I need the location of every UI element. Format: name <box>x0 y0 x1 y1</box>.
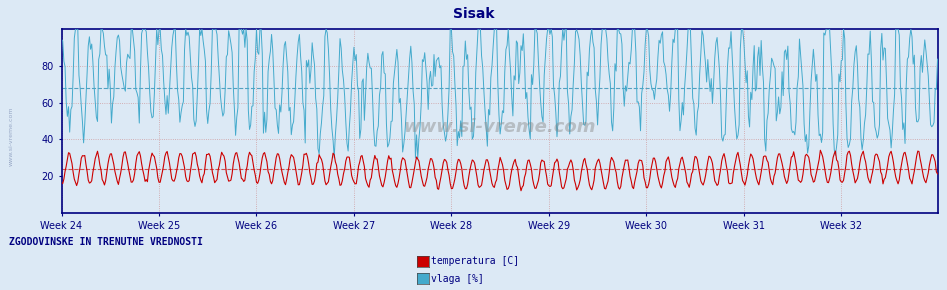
Text: temperatura [C]: temperatura [C] <box>431 256 519 266</box>
Text: vlaga [%]: vlaga [%] <box>431 274 484 284</box>
Text: ZGODOVINSKE IN TRENUTNE VREDNOSTI: ZGODOVINSKE IN TRENUTNE VREDNOSTI <box>9 237 204 247</box>
Text: www.si-vreme.com: www.si-vreme.com <box>9 106 14 166</box>
Text: www.si-vreme.com: www.si-vreme.com <box>403 118 596 136</box>
Text: Sisak: Sisak <box>453 7 494 21</box>
